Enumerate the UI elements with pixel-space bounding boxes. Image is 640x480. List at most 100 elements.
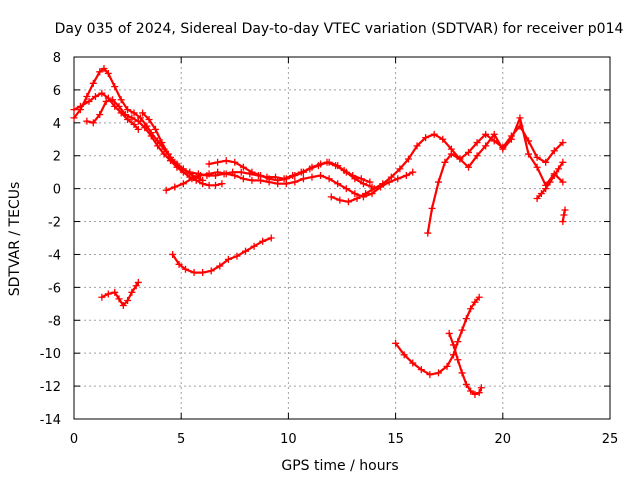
chart-title: Day 035 of 2024, Sidereal Day-to-day VTE… (55, 21, 624, 37)
series-trace (394, 296, 481, 376)
data-point (274, 176, 282, 184)
data-point (542, 185, 550, 193)
data-point (550, 171, 558, 179)
data-point (334, 162, 342, 170)
data-point (454, 338, 462, 346)
data-point (199, 269, 207, 277)
data-point (89, 119, 97, 127)
data-point (171, 158, 179, 166)
data-point (141, 124, 149, 132)
series-arc-12 (169, 234, 275, 277)
data-point (370, 185, 378, 193)
data-point (98, 293, 106, 301)
data-point (134, 117, 142, 125)
data-point (379, 180, 387, 188)
data-point (231, 171, 239, 179)
data-point (422, 134, 430, 142)
data-point (559, 158, 567, 166)
data-point (265, 175, 273, 183)
y-tick-label: -14 (40, 413, 61, 428)
data-point (458, 369, 466, 377)
series-arc-10 (559, 206, 569, 226)
data-point (482, 130, 490, 138)
data-point (128, 288, 136, 296)
data-point (456, 155, 464, 163)
data-point (344, 198, 352, 206)
data-point (124, 116, 132, 124)
data-point (282, 175, 290, 183)
data-point (394, 175, 402, 183)
data-point (147, 132, 155, 140)
data-point (424, 229, 432, 237)
data-point (162, 186, 170, 194)
data-point (145, 116, 153, 124)
data-point (169, 250, 177, 258)
data-point (175, 260, 183, 268)
data-point (117, 96, 125, 104)
data-point (434, 178, 442, 186)
data-point (396, 165, 404, 173)
data-point (98, 89, 106, 97)
series-trace (426, 116, 564, 235)
data-point (439, 135, 447, 143)
x-tick-label: 10 (280, 432, 297, 447)
data-point (499, 145, 507, 153)
data-point (104, 290, 112, 298)
x-tick-label: 5 (177, 432, 185, 447)
data-point (154, 142, 162, 150)
data-point (128, 114, 136, 122)
data-point (196, 171, 204, 179)
data-point (464, 163, 472, 171)
data-point (336, 196, 344, 204)
data-point (222, 170, 230, 178)
data-point (104, 69, 112, 77)
series-arc-4 (139, 109, 374, 186)
data-point (111, 288, 119, 296)
data-point (186, 168, 194, 176)
y-tick-label: -6 (48, 281, 61, 296)
data-point (291, 178, 299, 186)
data-point (96, 111, 104, 119)
data-point (218, 180, 226, 188)
series-arc-5 (162, 168, 417, 201)
data-point (366, 178, 374, 186)
data-point (359, 180, 367, 188)
data-point (242, 247, 250, 255)
data-point (462, 380, 470, 388)
data-point (85, 97, 93, 105)
data-point (445, 329, 453, 337)
data-point (441, 158, 449, 166)
data-point (555, 165, 563, 173)
data-point (404, 155, 412, 163)
data-point (413, 142, 421, 150)
data-point (546, 178, 554, 186)
data-point (325, 158, 333, 166)
data-point (190, 269, 198, 277)
gridlines (74, 57, 610, 419)
data-point (368, 190, 376, 198)
data-point (458, 326, 466, 334)
data-point (537, 190, 545, 198)
data-point (224, 255, 232, 263)
data-point (454, 356, 462, 364)
series-arc-14 (445, 329, 485, 398)
data-point (490, 137, 498, 145)
data-point (342, 168, 350, 176)
data-point (533, 195, 541, 203)
y-tick-label: -2 (48, 216, 61, 231)
data-point (115, 295, 123, 303)
data-point (214, 168, 222, 176)
data-point (205, 160, 213, 168)
data-point (550, 147, 558, 155)
y-tick-label: -4 (48, 248, 61, 263)
data-point (130, 109, 138, 117)
data-point (267, 234, 275, 242)
data-point (188, 175, 196, 183)
data-point (100, 65, 108, 73)
data-point (443, 362, 451, 370)
x-tick-label: 25 (602, 432, 619, 447)
series-arc-7 (327, 122, 567, 206)
data-point (473, 139, 481, 147)
